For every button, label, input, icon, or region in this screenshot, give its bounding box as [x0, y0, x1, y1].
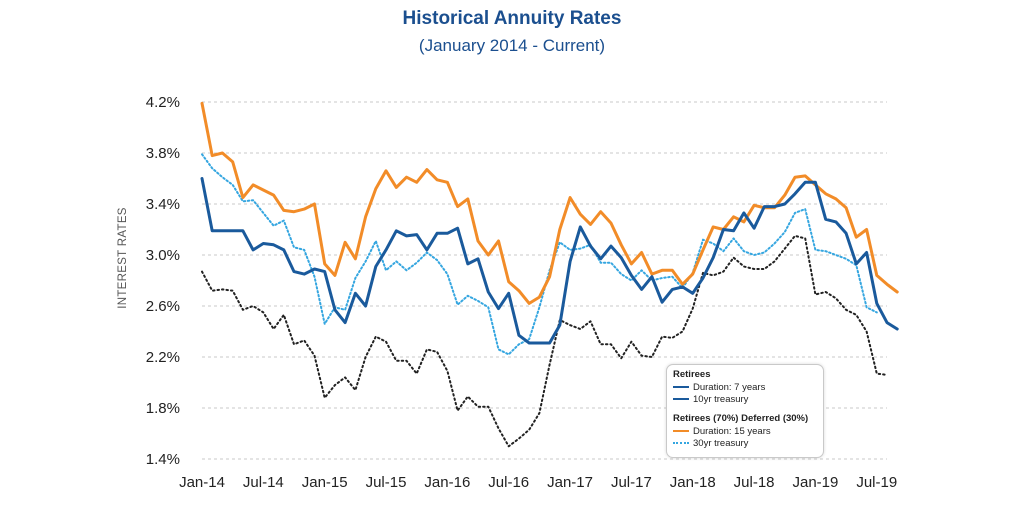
chart-title: Historical Annuity Rates [402, 8, 622, 29]
legend-label-10yr-treasury: 10yr treasury [693, 393, 749, 405]
y-tick-label: 2.2% [146, 349, 180, 366]
y-tick-label: 3.0% [146, 247, 180, 264]
y-axis-label: INTEREST RATES [117, 207, 129, 309]
y-tick-label: 4.2% [146, 94, 180, 111]
x-axis-ticks: Jan-14 Jul-14 Jan-15 Jul-15 Jan-16 Jul-16 Jan-… [179, 474, 897, 491]
series-line-duration-7-years [200, 177, 899, 345]
legend-item-30yr-treasury: 30yr treasury [673, 437, 748, 449]
legend-item-10yr-treasury: 10yr treasury [673, 393, 748, 405]
x-tick-label: Jan-14 [179, 474, 225, 491]
legend-label-duration-15: Duration: 15 years [693, 425, 771, 437]
x-tick-label: Jan-19 [792, 474, 838, 491]
legend-item-duration-7: Duration: 7 years [673, 381, 765, 393]
x-tick-label: Jan-16 [424, 474, 470, 491]
legend: Retirees Duration: 7 years 10yr treasury… [666, 364, 824, 458]
x-tick-label: Jul-19 [856, 474, 897, 491]
chart-subtitle: (January 2014 - Current) [418, 36, 606, 55]
y-tick-label: 1.4% [146, 451, 180, 468]
x-tick-label: Jul-16 [488, 474, 529, 491]
x-tick-label: Jul-14 [243, 474, 284, 491]
legend-item-duration-15: Duration: 15 years [673, 425, 771, 437]
legend-swatch-duration-7 [673, 386, 689, 388]
y-tick-label: 3.4% [146, 196, 180, 213]
legend-group-retirees: Retirees [673, 369, 711, 380]
y-tick-label: 3.8% [146, 145, 180, 162]
x-tick-label: Jan-17 [547, 474, 593, 491]
legend-swatch-10yr-treasury [673, 398, 689, 400]
x-tick-label: Jul-15 [366, 474, 407, 491]
legend-label-duration-7: Duration: 7 years [693, 381, 766, 393]
series-line-30yr-treasury [201, 153, 878, 356]
y-axis-ticks: 4.2% 3.8% 3.4% 3.0% 2.6% 2.2% 1.8% 1.4% [146, 94, 180, 468]
series-line-duration-15-years [200, 101, 899, 305]
legend-swatch-duration-15 [673, 430, 689, 432]
series-line-10yr-treasury [201, 234, 888, 448]
y-tick-label: 1.8% [146, 400, 180, 417]
series-lines [200, 101, 899, 448]
x-tick-label: Jul-18 [734, 474, 775, 491]
x-tick-label: Jul-17 [611, 474, 652, 491]
legend-swatch-30yr-treasury [673, 442, 689, 444]
legend-group-deferred: Retirees (70%) Deferred (30%) [673, 413, 809, 424]
x-tick-label: Jan-18 [670, 474, 716, 491]
legend-label-30yr-treasury: 30yr treasury [693, 437, 749, 449]
y-tick-label: 2.6% [146, 298, 180, 315]
x-tick-label: Jan-15 [302, 474, 348, 491]
